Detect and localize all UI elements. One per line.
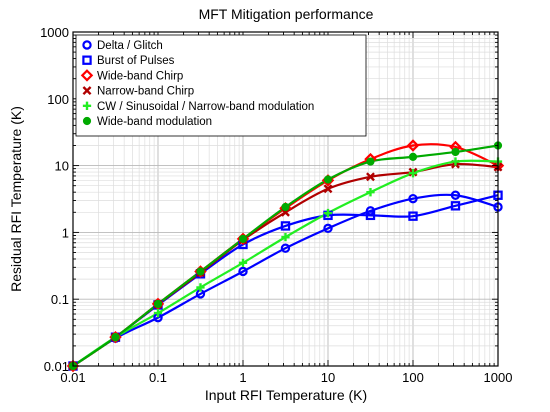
legend-marker [80, 69, 94, 82]
x-tick-label: 0.1 [149, 370, 167, 385]
series-line-3 [72, 143, 499, 367]
data-point [366, 172, 375, 182]
data-point [450, 201, 461, 211]
x-tick-label: 100 [402, 370, 424, 385]
legend-item: Burst of Pulses [82, 55, 175, 67]
y-axis-label: Residual RFI Temperature (K) [8, 106, 24, 292]
y-tick-labels: 0.01 0.1 1 10 100 1000 [40, 25, 69, 374]
data-point [280, 243, 291, 253]
data-point [408, 169, 418, 178]
data-point [408, 152, 418, 161]
data-point [323, 208, 333, 218]
data-point [280, 221, 291, 231]
y-tick-label: 0.01 [44, 359, 69, 374]
legend-label: Wide-band modulation [97, 116, 212, 128]
data-point [153, 299, 163, 309]
data-point [238, 234, 248, 243]
y-tick-label: 10 [55, 159, 69, 174]
legend-item: Narrow-band Chirp [82, 86, 194, 98]
data-point [323, 175, 333, 184]
legend-item: Delta / Glitch [82, 40, 163, 52]
chart-title: MFT Mitigation performance [199, 6, 374, 22]
y-tick-label: 1000 [40, 25, 69, 40]
data-point [408, 193, 418, 204]
series-line-6 [72, 144, 499, 367]
legend-marker [82, 116, 92, 126]
data-point [196, 267, 205, 276]
data-point [323, 223, 333, 234]
data-point [323, 184, 333, 194]
data-point [451, 147, 460, 157]
data-point [406, 139, 420, 152]
series-lines [72, 143, 499, 367]
legend-item: Wide-band modulation [82, 116, 212, 128]
legend-label: Burst of Pulses [97, 55, 175, 67]
data-point [451, 157, 460, 166]
series-line-1 [72, 193, 499, 367]
data-point [238, 258, 248, 267]
data-point [408, 211, 418, 221]
data-point [281, 232, 290, 242]
x-tick-label: 1000 [484, 370, 513, 385]
data-point [450, 190, 461, 200]
y-tick-label: 100 [47, 92, 69, 107]
legend-label: Delta / Glitch [97, 40, 163, 52]
y-tick-label: 1 [62, 225, 69, 240]
legend-label: Wide-band Chirp [97, 70, 183, 82]
data-point [111, 333, 120, 342]
legend-marker [82, 40, 92, 50]
data-point [153, 308, 163, 318]
series-markers [66, 139, 505, 373]
series-line-4 [72, 162, 499, 367]
legend-marker [82, 101, 92, 110]
x-tick-label: 10 [321, 370, 335, 385]
data-point [366, 188, 375, 197]
data-point [238, 266, 248, 277]
legend-marker [82, 55, 92, 65]
legend-label: CW / Sinusoidal / Narrow-band modulation [97, 101, 314, 113]
x-axis-label: Input RFI Temperature (K) [205, 387, 367, 403]
x-tick-label: 1 [239, 370, 246, 385]
data-point [365, 210, 376, 221]
data-point [196, 283, 205, 292]
legend-marker [82, 86, 92, 96]
x-tick-labels: 0.01 0.1 1 10 100 1000 [60, 370, 512, 385]
data-point [366, 157, 375, 166]
axis-ticks [72, 31, 499, 367]
x-tick-label: 0.01 [60, 370, 85, 385]
plot-frame [72, 31, 499, 367]
legend-label: Narrow-band Chirp [97, 86, 194, 98]
data-point [281, 202, 290, 212]
legend-item: CW / Sinusoidal / Narrow-band modulation [82, 101, 314, 113]
series-line-2 [72, 194, 499, 367]
legend: Delta / Glitch Burst of Pulses Wide-band C… [75, 34, 367, 137]
y-tick-label: 0.1 [51, 292, 69, 307]
legend-box [75, 34, 367, 137]
series-line-5 [72, 159, 499, 367]
legend-item: Wide-band Chirp [80, 69, 183, 82]
